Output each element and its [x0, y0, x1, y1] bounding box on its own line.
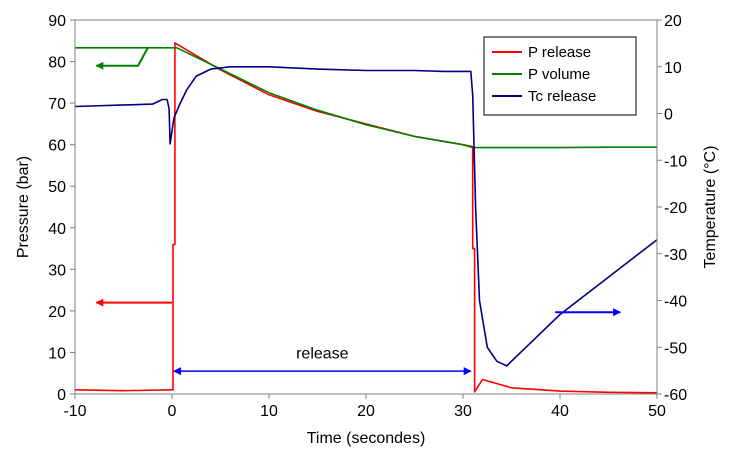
right-y-tick-label: -30 [664, 247, 687, 264]
legend-label: P release [528, 44, 591, 61]
x-tick-label: 20 [357, 403, 375, 420]
x-tick-label: 0 [168, 403, 177, 420]
right-y-axis-title: Temperature (°C) [702, 146, 719, 269]
plot-lines [74, 42, 658, 394]
right-y-tick-label: 10 [664, 60, 682, 77]
right-y-tick-label: 20 [664, 13, 682, 30]
left-y-tick-label: 50 [48, 179, 66, 196]
x-tick-label: 10 [260, 403, 278, 420]
series-line-p-volume [75, 46, 657, 149]
left-y-axis-title: Pressure (bar) [15, 156, 32, 258]
x-ticks: -10 0 10 20 30 40 50 [63, 394, 666, 420]
annotations: release [95, 47, 622, 376]
right-y-tick-label: -60 [664, 387, 687, 404]
left-y-tick-label: 40 [48, 221, 66, 238]
right-y-tick-label: -20 [664, 200, 687, 217]
legend-label: Tc release [528, 88, 596, 105]
x-tick-label: 50 [648, 403, 666, 420]
right-y-tick-label: -40 [664, 294, 687, 311]
x-tick-label: 40 [551, 403, 569, 420]
left-y-tick-label: 10 [48, 345, 66, 362]
right-y-tick-label: 0 [664, 107, 673, 124]
legend-box [483, 36, 637, 116]
left-y-tick-label: 30 [48, 262, 66, 279]
release-label: release [296, 346, 349, 363]
x-tick-label: 30 [454, 403, 472, 420]
legend-label: P volume [528, 66, 590, 83]
right-y-ticks: -60 -50 -40 -30 -20 -10 0 10 20 [657, 13, 687, 404]
left-y-tick-label: 60 [48, 138, 66, 155]
right-y-tick-label: -50 [664, 340, 687, 357]
left-y-tick-label: 70 [48, 96, 66, 113]
left-y-tick-label: 0 [57, 387, 66, 404]
left-y-tick-label: 90 [48, 13, 66, 30]
right-y-tick-label: -10 [664, 153, 687, 170]
x-tick-label: -10 [63, 403, 86, 420]
x-axis-title: Time (secondes) [307, 430, 426, 447]
legend: P release P volume Tc release [483, 36, 637, 116]
left-axis-arrow-green [95, 47, 149, 70]
left-y-tick-label: 80 [48, 55, 66, 72]
left-y-ticks: 0 10 20 30 40 50 60 70 80 90 [48, 13, 75, 404]
left-y-tick-label: 20 [48, 304, 66, 321]
series-line-tc-release [74, 66, 658, 367]
